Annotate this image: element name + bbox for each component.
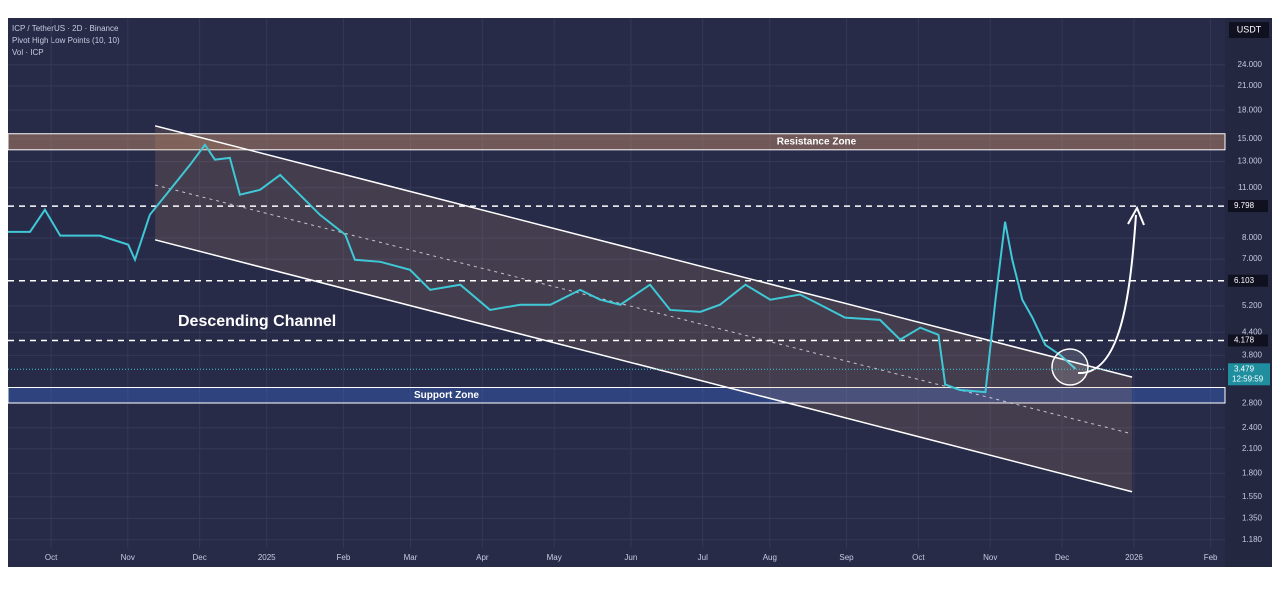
y-tick-label: 3.800 — [1242, 351, 1263, 360]
arrow-head — [1127, 205, 1145, 226]
x-tick-label: Sep — [839, 553, 854, 562]
x-tick-label: Dec — [193, 553, 207, 562]
y-tick-label: 2.100 — [1242, 444, 1263, 453]
channel-line — [154, 239, 1133, 493]
highlight-circle — [1051, 348, 1089, 386]
y-tick-label: 7.000 — [1242, 254, 1263, 263]
x-tick-label: 2025 — [258, 553, 276, 562]
currency-box — [1229, 22, 1269, 38]
x-tick-label: May — [547, 553, 562, 562]
zone-label: Resistance Zone — [777, 136, 857, 147]
y-tick-label: 13.000 — [1238, 157, 1263, 166]
price-line — [8, 143, 1077, 394]
y-tick-label: 2.400 — [1242, 423, 1263, 432]
level-tag — [1228, 274, 1268, 287]
x-tick-label: Apr — [476, 553, 489, 562]
y-tick-label: 15.000 — [1238, 134, 1263, 143]
x-tick-label: Dec — [1055, 553, 1069, 562]
x-tick-label: Aug — [763, 553, 777, 562]
channel-fill — [155, 125, 1133, 492]
price-axis — [1225, 18, 1272, 567]
chart-title: ICP / TetherUS · 2D · Binance — [12, 24, 119, 33]
last-price-label: 3.479 — [1234, 364, 1255, 373]
x-tick-label: 2026 — [1125, 553, 1143, 562]
y-tick-label: 4.400 — [1242, 327, 1263, 336]
currency: USDT — [1237, 24, 1262, 34]
last-price-tag — [1228, 363, 1270, 386]
x-tick-label: Oct — [912, 553, 925, 562]
x-tick-label: Mar — [404, 553, 418, 562]
x-tick-label: Nov — [983, 553, 997, 562]
x-tick-label: Oct — [45, 553, 58, 562]
x-tick-label: Nov — [121, 553, 135, 562]
indicator-label: Pivot High Low Points (10, 10) — [12, 36, 120, 45]
x-tick-label: Feb — [1204, 553, 1218, 562]
y-tick-label: 1.550 — [1242, 492, 1263, 501]
level-label: 6.103 — [1234, 276, 1255, 285]
y-tick-label: 11.000 — [1238, 183, 1262, 192]
x-tick-label: Feb — [336, 553, 350, 562]
x-tick-label: Jul — [698, 553, 708, 562]
y-tick-label: 1.180 — [1242, 535, 1263, 544]
channel-line — [154, 125, 1133, 378]
level-tag — [1228, 334, 1268, 347]
y-tick-label: 2.800 — [1242, 399, 1263, 408]
level-label: 9.798 — [1234, 201, 1255, 210]
y-tick-label: 5.200 — [1242, 301, 1263, 310]
y-tick-label: 1.800 — [1242, 468, 1263, 477]
y-tick-label: 8.000 — [1242, 233, 1263, 242]
x-tick-label: Jun — [624, 553, 637, 562]
zone — [7, 133, 1226, 151]
y-tick-label: 18.000 — [1238, 105, 1263, 114]
projection-arrow — [1077, 214, 1137, 375]
volume-label: Vol · ICP — [12, 48, 44, 57]
y-tick-label: 1.350 — [1242, 514, 1263, 523]
level-tag — [1228, 200, 1268, 213]
countdown: 12:59:59 — [1232, 374, 1264, 383]
y-tick-label: 24.000 — [1238, 60, 1263, 69]
channel-label: Descending Channel — [178, 313, 336, 330]
level-label: 4.178 — [1234, 336, 1255, 345]
zone — [7, 386, 1226, 404]
zone-label: Support Zone — [414, 390, 479, 401]
y-tick-label: 21.000 — [1238, 81, 1263, 90]
channel-midline — [154, 184, 1133, 435]
